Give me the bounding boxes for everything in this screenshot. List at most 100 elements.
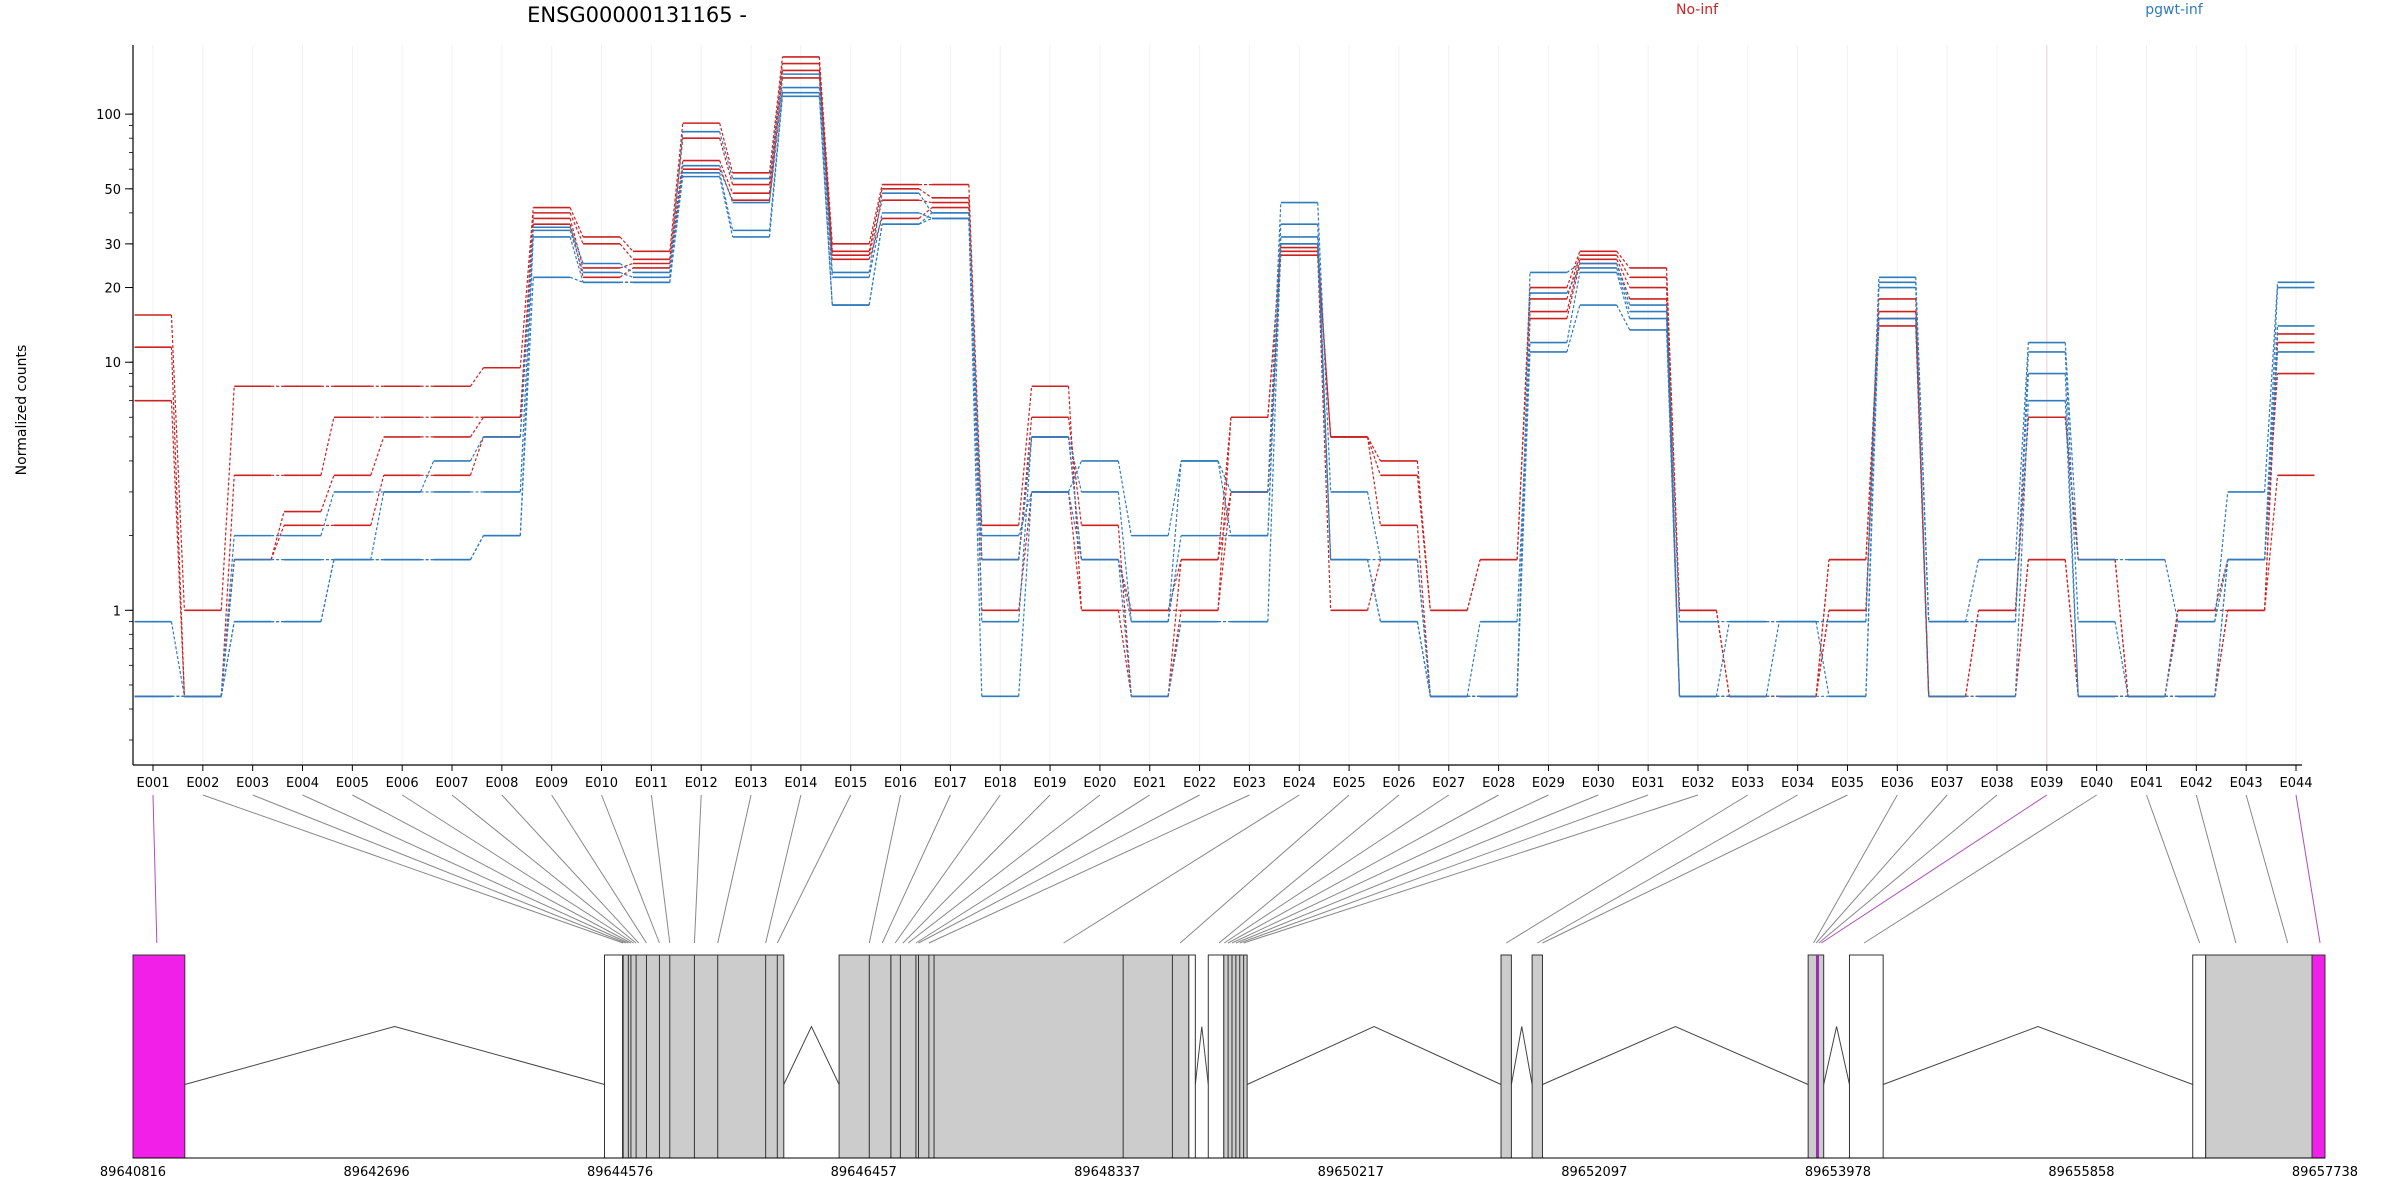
- series-connector: [868, 188, 883, 252]
- exon-connector: [2146, 794, 2201, 944]
- exon-connector: [1239, 794, 1649, 944]
- exon-block: [2205, 954, 2313, 1159]
- legend-pgwt-inf: pgwt-inf: [2145, 2, 2204, 18]
- exon-connector: [1063, 794, 1300, 944]
- series-connector: [1964, 559, 1980, 622]
- x-tick-label: E023: [1233, 776, 1266, 791]
- series-connector: [370, 436, 385, 476]
- series-8: [134, 95, 2315, 698]
- series-connector: [1217, 460, 1232, 493]
- series-connector: [918, 199, 933, 204]
- series-connector: [1067, 460, 1083, 493]
- series-connector: [569, 207, 584, 238]
- series-connector: [320, 559, 335, 622]
- series-connector: [170, 400, 185, 697]
- x-tick-label: E035: [1831, 776, 1864, 791]
- series-connector: [968, 184, 983, 526]
- x-tick-label: E003: [236, 776, 269, 791]
- series-connector: [1765, 621, 1780, 697]
- x-tick-label: E041: [2130, 776, 2163, 791]
- exon-connector: [717, 794, 752, 944]
- coordinate-label: 89655858: [2048, 1165, 2114, 1180]
- series-connector: [1865, 318, 1880, 697]
- x-tick-label: E012: [685, 776, 718, 791]
- y-tick-label: 50: [104, 183, 121, 198]
- series-connector: [469, 535, 484, 560]
- series-connector: [1416, 621, 1431, 697]
- series-connector: [170, 621, 185, 697]
- intron-line: [1510, 1026, 1533, 1085]
- exon-connector: [601, 794, 660, 944]
- series-1: [134, 56, 2315, 698]
- series-connector: [1466, 559, 1481, 611]
- series-connector: [1217, 491, 1232, 560]
- series-connector: [519, 218, 534, 418]
- series-connector: [2014, 559, 2029, 697]
- series-connector: [1067, 436, 1083, 493]
- exon-connector: [894, 794, 1001, 944]
- legend-no-inf: No-inf: [1676, 2, 1719, 18]
- series-connector: [2214, 610, 2229, 697]
- series-connector: [569, 276, 584, 283]
- y-tick-label: 100: [96, 108, 121, 123]
- series-connector: [1915, 287, 1930, 622]
- exon-connector: [765, 794, 802, 944]
- series-connector: [2214, 559, 2229, 697]
- series-4: [134, 77, 2315, 698]
- x-tick-label: E015: [834, 776, 867, 791]
- series-connector: [2164, 610, 2179, 697]
- series-connector: [768, 63, 784, 185]
- x-tick-label: E010: [585, 776, 618, 791]
- series-connector: [1516, 298, 1531, 560]
- series-connector: [469, 436, 484, 462]
- x-tick-label: E027: [1432, 776, 1465, 791]
- series-connector: [818, 87, 833, 278]
- exon-connector: [1235, 794, 1599, 944]
- exon-connector: [868, 794, 902, 944]
- series-connector: [918, 188, 933, 199]
- series-connector: [519, 227, 534, 437]
- intron-line: [1882, 1025, 2193, 1085]
- series-connector: [220, 475, 235, 697]
- series-connector: [1217, 417, 1232, 560]
- series-connector: [2164, 621, 2179, 697]
- intron-line: [783, 1025, 840, 1085]
- series-connector: [619, 263, 634, 273]
- series-connector: [1566, 259, 1581, 312]
- exon-connector: [902, 794, 1051, 944]
- series-group: [134, 56, 2315, 698]
- series-connector: [1815, 559, 1830, 697]
- series-connector: [818, 56, 833, 244]
- series-connector: [918, 192, 933, 214]
- series-connector: [818, 77, 833, 260]
- exon-connector: [776, 794, 852, 944]
- series-connector: [220, 535, 235, 697]
- series-connector: [469, 436, 484, 476]
- x-tick-label: E007: [436, 776, 469, 791]
- series-3: [134, 69, 2315, 698]
- y-tick-label: 1: [113, 604, 121, 619]
- series-5: [134, 73, 2315, 698]
- series-connector: [868, 212, 883, 278]
- series-connector: [719, 122, 734, 173]
- series-connector: [2014, 351, 2029, 622]
- series-connector: [220, 559, 235, 697]
- x-tick-label: E017: [934, 776, 967, 791]
- exon-connector: [915, 794, 1151, 944]
- x-tick-label: E009: [535, 776, 568, 791]
- series-2: [134, 62, 2315, 698]
- series-connector: [2164, 610, 2179, 697]
- exon-connector: [1227, 794, 1499, 944]
- exon-block: [1207, 954, 1225, 1159]
- x-tick-label: E031: [1632, 776, 1665, 791]
- series-connector: [1616, 272, 1631, 319]
- series-connector: [719, 165, 734, 203]
- exon-block: [132, 954, 186, 1159]
- series-connector: [1616, 263, 1631, 306]
- series-connector: [2014, 373, 2029, 622]
- series-connector: [2064, 373, 2079, 697]
- series-7: [134, 91, 2315, 698]
- series-connector: [1167, 559, 1182, 697]
- x-tick-label: E034: [1781, 776, 1814, 791]
- series-connector: [669, 160, 684, 264]
